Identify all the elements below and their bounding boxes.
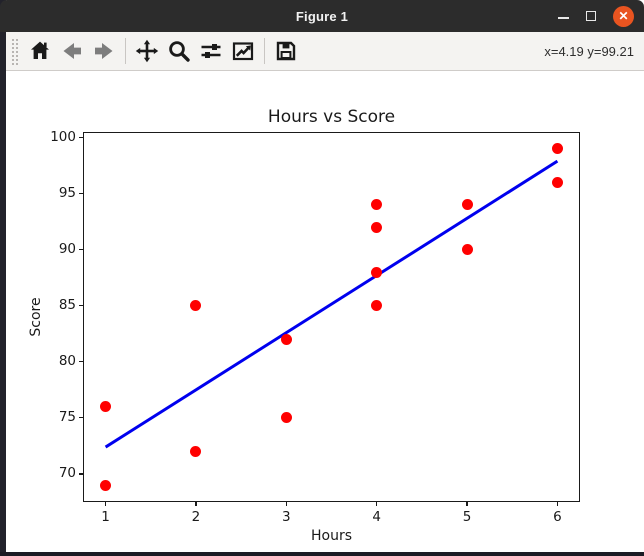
x-tick-mark: [104, 502, 107, 506]
x-tick-mark: [466, 502, 468, 506]
x-tick-label: 4: [372, 509, 381, 525]
y-tick-label: 70: [58, 464, 76, 481]
y-tick-mark: [79, 249, 83, 251]
back-button[interactable]: [56, 36, 88, 66]
x-tick-label: 2: [191, 509, 201, 525]
y-tick-mark: [79, 193, 83, 195]
toolbar-drag-handle[interactable]: [10, 37, 18, 65]
x-tick-mark: [556, 502, 558, 506]
close-icon[interactable]: ✕: [613, 5, 634, 27]
x-tick-mark: [195, 502, 197, 506]
x-tick-label: 6: [553, 509, 562, 525]
scatter-point: [371, 221, 383, 233]
y-tick-mark: [79, 417, 83, 419]
y-tick-mark: [79, 473, 83, 475]
x-tick-label: 5: [462, 509, 472, 525]
x-tick-label: 1: [101, 509, 110, 525]
pan-button[interactable]: [131, 36, 163, 66]
x-tick-mark: [376, 502, 378, 506]
y-tick-label: 100: [50, 128, 76, 145]
y-tick-label: 90: [58, 240, 76, 257]
home-icon: [28, 39, 52, 63]
axes: [83, 132, 580, 502]
scatter-point: [100, 479, 112, 491]
minimize-icon[interactable]: [558, 17, 569, 19]
customize-plot-icon: [231, 39, 255, 63]
pan-move-icon: [135, 39, 159, 63]
chart-title: Hours vs Score: [267, 107, 396, 127]
scatter-point: [461, 244, 473, 256]
configure-subplots-icon: [199, 39, 223, 63]
save-button[interactable]: [270, 36, 302, 66]
back-arrow-icon: [60, 39, 84, 63]
zoom-button[interactable]: [163, 36, 195, 66]
x-tick-mark: [285, 502, 287, 506]
y-tick-label: 85: [58, 296, 76, 313]
scatter-point: [371, 199, 383, 211]
save-icon: [274, 39, 298, 63]
x-tick-label: 3: [282, 509, 291, 525]
figure-canvas[interactable]: Hours vs Score Hours Score 1 2 3 4 5 6 70 75 80 8…: [6, 72, 644, 552]
titlebar[interactable]: Figure 1 ✕: [0, 0, 644, 32]
zoom-magnifier-icon: [167, 39, 191, 63]
scatter-point: [551, 143, 563, 155]
maximize-icon[interactable]: [586, 11, 596, 21]
scatter-point: [280, 333, 292, 345]
scatter-point: [190, 446, 202, 458]
y-tick-mark: [79, 137, 83, 139]
scatter-point: [371, 266, 383, 278]
scatter-point: [461, 199, 473, 211]
y-tick-mark: [79, 361, 83, 363]
y-tick-mark: [79, 305, 83, 307]
navigation-toolbar: x=4.19 y=99.21: [6, 32, 644, 71]
window-bottom-edge: [0, 552, 644, 556]
window-title: Figure 1: [295, 8, 349, 24]
scatter-point: [190, 300, 202, 312]
x-axis-label: Hours: [310, 528, 353, 544]
y-tick-label: 80: [58, 352, 76, 369]
scatter-point: [371, 300, 383, 312]
scatter-point: [551, 176, 563, 188]
cursor-coordinates-readout: x=4.19 y=99.21: [544, 43, 634, 59]
home-button[interactable]: [24, 36, 56, 66]
toolbar-separator: [264, 38, 265, 64]
window-left-edge: [0, 0, 6, 556]
y-tick-label: 75: [58, 408, 76, 425]
window-controls: ✕: [558, 0, 634, 32]
scatter-point: [100, 401, 112, 413]
y-tick-label: 95: [58, 184, 76, 201]
forward-button[interactable]: [88, 36, 120, 66]
configure-subplots-button[interactable]: [195, 36, 227, 66]
toolbar-separator: [125, 38, 126, 64]
forward-arrow-icon: [92, 39, 116, 63]
customize-plot-button[interactable]: [227, 36, 259, 66]
scatter-point: [280, 412, 292, 424]
